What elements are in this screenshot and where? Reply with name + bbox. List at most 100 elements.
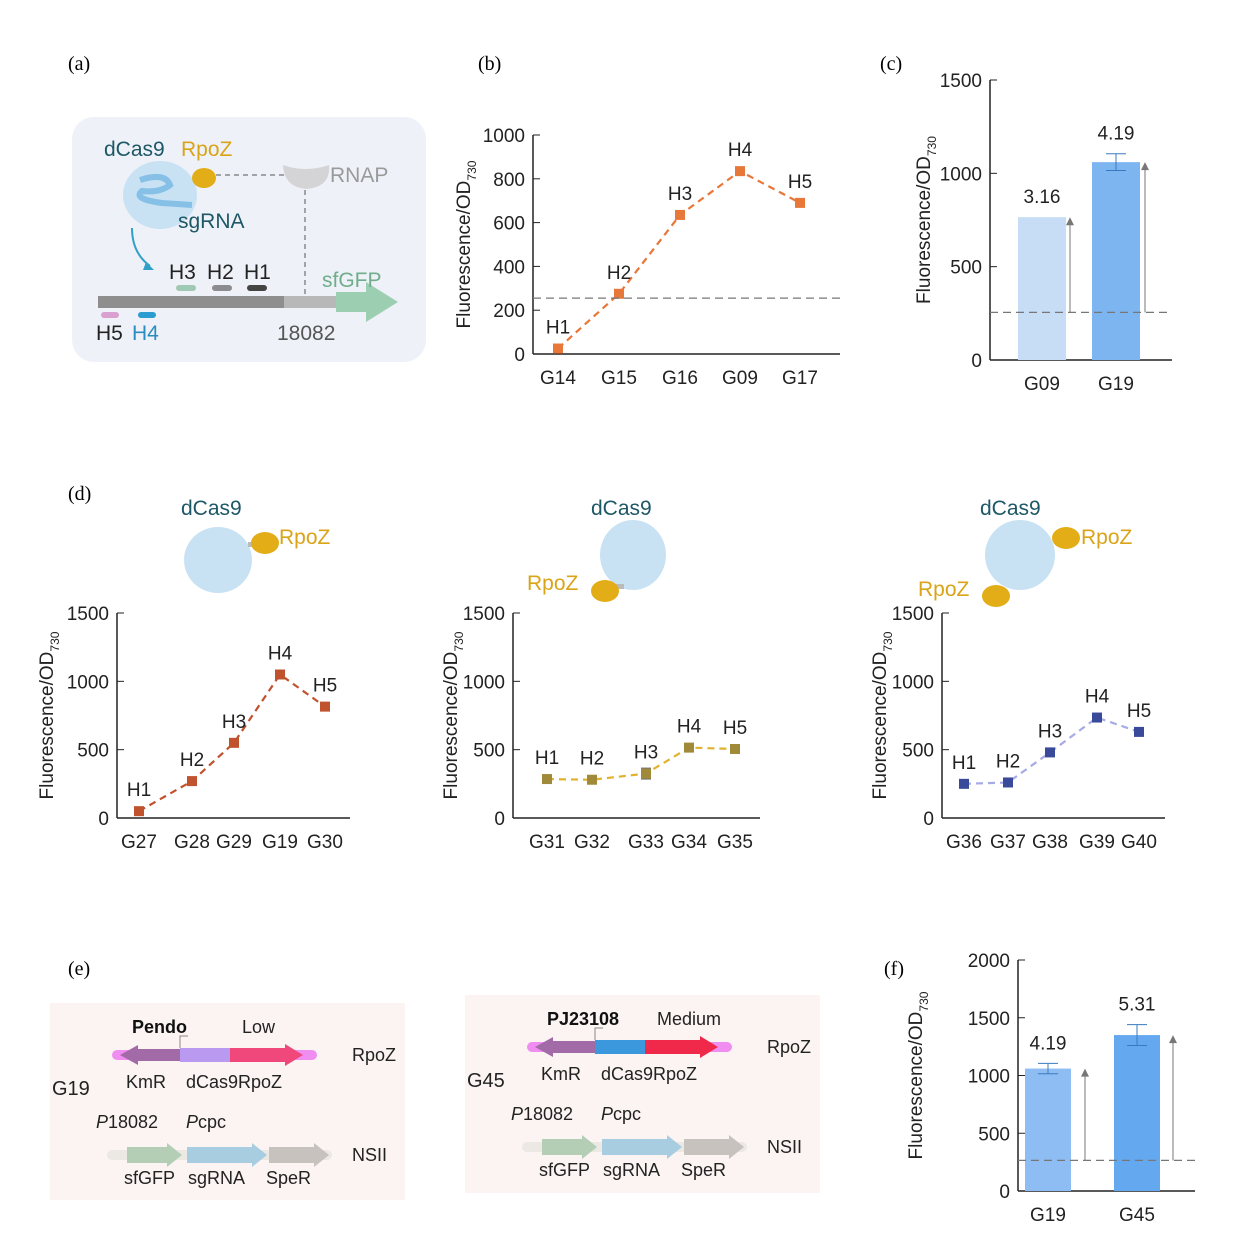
bar-label: 4.19 bbox=[1030, 1033, 1067, 1054]
y-axis-label: Fluorescence/OD730 bbox=[914, 136, 939, 304]
y-axis-label-text: Fluorescence/OD bbox=[441, 652, 462, 800]
gene-label: KmR bbox=[126, 1072, 166, 1092]
dcas9-block bbox=[595, 1040, 645, 1054]
sgrna-arrow bbox=[602, 1135, 682, 1159]
data-point bbox=[641, 768, 651, 779]
sgrna-arrow bbox=[187, 1143, 267, 1167]
h3-label: H3 bbox=[169, 261, 196, 284]
data-point bbox=[1045, 747, 1055, 758]
genome-bar bbox=[98, 296, 284, 308]
dcas9-rpoz-both-termini-icon: dCas9 RpoZ RpoZ bbox=[918, 497, 1133, 607]
y-tick-label: 1000 bbox=[892, 672, 934, 693]
promoter-bar bbox=[284, 296, 336, 308]
promoter-p18082-italic: P bbox=[511, 1104, 523, 1124]
data-point bbox=[587, 774, 597, 785]
dcas9-block bbox=[180, 1048, 230, 1062]
data-point bbox=[614, 288, 624, 299]
dcas9-rpoz-n-terminal-icon: dCas9 RpoZ bbox=[527, 497, 666, 602]
promoter-p18082-italic: P bbox=[96, 1112, 108, 1132]
rpoz-label: RpoZ bbox=[1081, 526, 1133, 549]
y-axis-label: Fluorescence/OD730 bbox=[441, 631, 466, 799]
x-tick-label: G17 bbox=[782, 368, 818, 389]
promoter-label: PJ23108 bbox=[547, 1009, 619, 1029]
gene-label: sgRNA bbox=[188, 1168, 245, 1188]
data-point bbox=[1134, 726, 1144, 737]
panel-label-f: (f) bbox=[884, 958, 904, 980]
y-tick-label: 1000 bbox=[940, 164, 982, 185]
rpoz-arrow bbox=[230, 1044, 303, 1066]
promoter-p18082-label: 18082 bbox=[523, 1104, 573, 1124]
y-tick-label: 0 bbox=[971, 351, 982, 372]
bar-label: 4.19 bbox=[1098, 124, 1135, 145]
rpoz-label: RpoZ bbox=[918, 578, 970, 601]
x-tick-label: G35 bbox=[717, 832, 753, 853]
x-tick-label: G29 bbox=[216, 832, 252, 853]
y-axis-label-subscript: 730 bbox=[881, 631, 895, 651]
point-label: H5 bbox=[723, 718, 747, 739]
x-tick-label: G45 bbox=[1119, 1205, 1155, 1226]
y-tick-label: 1000 bbox=[67, 672, 109, 693]
point-label: H2 bbox=[996, 751, 1020, 772]
chart-d2: 0 500 1000 1500 Fluorescence/OD730 G31 G32 G33 G… bbox=[441, 604, 760, 853]
rpoz-label: RpoZ bbox=[279, 526, 331, 549]
y-axis-label-text: Fluorescence/OD bbox=[454, 181, 475, 329]
data-point bbox=[187, 776, 197, 787]
y-axis-label: Fluorescence/OD730 bbox=[454, 160, 479, 328]
sper-arrow bbox=[684, 1135, 744, 1159]
rpoz-label: RpoZ bbox=[527, 572, 579, 595]
x-tick-label: G39 bbox=[1079, 832, 1115, 853]
point-label: H5 bbox=[1127, 701, 1151, 722]
point-label: H3 bbox=[668, 184, 692, 205]
locus-label: RpoZ bbox=[767, 1037, 811, 1057]
bar bbox=[1018, 217, 1066, 360]
data-point bbox=[229, 737, 239, 748]
dcas9-label: dCas9 bbox=[104, 138, 165, 161]
x-tick-label: G30 bbox=[307, 832, 343, 853]
y-axis-label-text: Fluorescence/OD bbox=[906, 1012, 927, 1160]
sgrna-shape bbox=[136, 173, 193, 208]
rpoz-label: RpoZ bbox=[181, 138, 233, 161]
y-tick-label: 2000 bbox=[968, 951, 1010, 972]
y-axis-label: Fluorescence/OD730 bbox=[906, 991, 931, 1159]
gene-label: dCas9 bbox=[601, 1064, 653, 1084]
rpoz-shape bbox=[192, 168, 216, 188]
h1-site bbox=[247, 285, 267, 291]
panel-label-b: (b) bbox=[478, 53, 501, 75]
expression-level-label: Medium bbox=[657, 1009, 721, 1029]
point-label: H3 bbox=[634, 743, 658, 764]
y-tick-label: 500 bbox=[902, 741, 934, 762]
chart-f: 0 500 1000 1500 2000 Fluorescence/OD730 G19 G45… bbox=[906, 951, 1195, 1226]
point-label: H1 bbox=[546, 318, 570, 339]
dcas9-label: dCas9 bbox=[181, 497, 242, 520]
point-label: H2 bbox=[580, 749, 604, 770]
y-tick-label: 200 bbox=[493, 301, 525, 322]
x-tick-label: G33 bbox=[628, 832, 664, 853]
point-label: H4 bbox=[677, 717, 702, 738]
y-tick-label: 1000 bbox=[968, 1067, 1010, 1088]
point-label: H5 bbox=[313, 676, 337, 697]
x-tick-label: G15 bbox=[601, 368, 637, 389]
data-point bbox=[1003, 777, 1013, 788]
y-axis-label-subscript: 730 bbox=[452, 631, 466, 651]
promoter-icon bbox=[594, 1027, 603, 1040]
strain-label: G45 bbox=[467, 1070, 505, 1092]
x-tick-label: G09 bbox=[722, 368, 758, 389]
point-label: H2 bbox=[180, 750, 204, 771]
x-tick-label: G31 bbox=[529, 832, 565, 853]
series-line bbox=[963, 716, 1140, 785]
data-point bbox=[134, 806, 144, 817]
gene-label: sfGFP bbox=[124, 1168, 175, 1188]
h1-label: H1 bbox=[244, 261, 271, 284]
y-axis-label: Fluorescence/OD730 bbox=[37, 631, 62, 799]
h3-site bbox=[176, 285, 196, 291]
arrowhead-icon bbox=[1169, 1035, 1177, 1044]
y-tick-label: 0 bbox=[494, 809, 505, 830]
arrowhead-icon bbox=[1081, 1068, 1089, 1077]
data-point bbox=[553, 343, 563, 354]
gene-label: sgRNA bbox=[603, 1160, 660, 1180]
arrowhead-icon bbox=[143, 262, 154, 270]
data-point bbox=[730, 743, 740, 754]
